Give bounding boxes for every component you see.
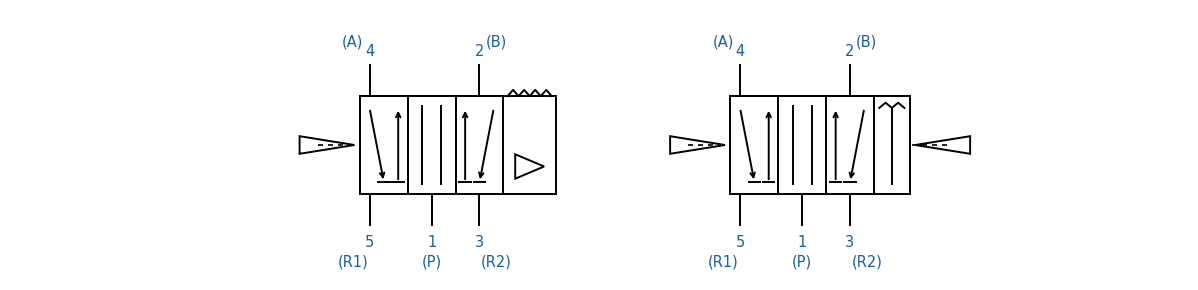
Text: 4: 4	[736, 44, 745, 59]
Text: (B): (B)	[485, 34, 507, 49]
Bar	[873, 96, 909, 194]
Text: 2: 2	[474, 44, 484, 59]
Text: 1: 1	[426, 235, 436, 250]
Text: 5: 5	[736, 235, 745, 250]
Text: 1: 1	[798, 235, 806, 250]
Text: (R1): (R1)	[338, 254, 368, 269]
Text: (A): (A)	[343, 34, 363, 49]
Text: (P): (P)	[422, 254, 442, 269]
Text: (R1): (R1)	[708, 254, 739, 269]
Text: 2: 2	[846, 44, 854, 59]
Text: 3: 3	[474, 235, 484, 250]
Text: 4: 4	[365, 44, 374, 59]
Text: (P): (P)	[792, 254, 812, 269]
Text: (R2): (R2)	[852, 254, 882, 269]
Text: 3: 3	[846, 235, 854, 250]
Text: (A): (A)	[713, 34, 734, 49]
Text: 5: 5	[365, 235, 374, 250]
Bar	[359, 96, 503, 194]
Text: (R2): (R2)	[480, 254, 512, 269]
Text: (B): (B)	[857, 34, 877, 49]
Bar	[503, 96, 556, 194]
Bar	[731, 96, 873, 194]
